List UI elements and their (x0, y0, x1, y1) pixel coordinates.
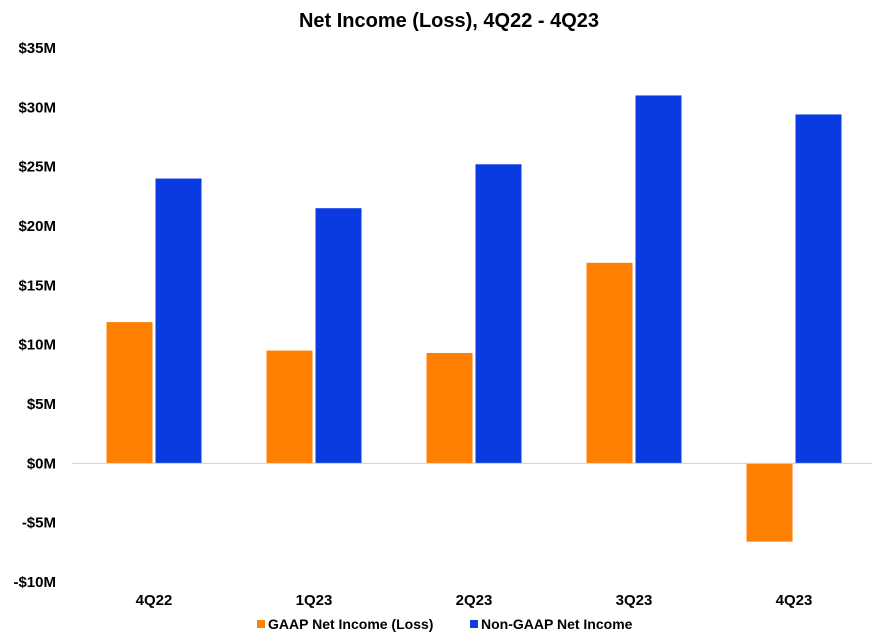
x-tick-label: 1Q23 (296, 592, 333, 609)
gaap-bar-4q23 (746, 463, 793, 542)
y-tick-label: $35M (18, 40, 56, 57)
x-tick-label: 2Q23 (456, 592, 493, 609)
x-tick-label: 3Q23 (616, 592, 653, 609)
y-tick-label: $10M (18, 337, 56, 354)
legend: GAAP Net Income (Loss) Non-GAAP Net Incom… (257, 616, 633, 632)
bar-series (106, 95, 842, 542)
gaap-bar-1q23 (266, 350, 313, 464)
non-gaap-bar-4q22 (155, 178, 202, 464)
gaap-bar-3q23 (586, 262, 633, 464)
y-tick-label: $15M (18, 277, 56, 294)
non-gaap-bar-3q23 (635, 95, 682, 464)
legend-swatch-gaap (257, 620, 265, 628)
y-tick-label: $20M (18, 218, 56, 235)
legend-label-non-gaap: Non-GAAP Net Income (481, 616, 633, 632)
y-tick-label: $30M (18, 99, 56, 116)
y-tick-label: $0M (27, 455, 56, 472)
legend-label-gaap: GAAP Net Income (Loss) (268, 616, 433, 632)
non-gaap-bar-1q23 (315, 208, 362, 464)
x-tick-label: 4Q22 (136, 592, 173, 609)
non-gaap-bar-2q23 (475, 164, 522, 464)
y-axis: -$10M -$5M $0M $5M $10M $15M $20M $25M $30M $35M (13, 40, 56, 591)
non-gaap-bar-4q23 (795, 114, 842, 464)
legend-swatch-non-gaap (470, 620, 478, 628)
x-axis: 4Q22 1Q23 2Q23 3Q23 4Q23 (136, 592, 813, 609)
x-tick-label: 4Q23 (776, 592, 813, 609)
y-tick-label: -$10M (13, 574, 56, 591)
y-tick-label: $5M (27, 396, 56, 413)
gaap-bar-4q22 (106, 322, 153, 464)
gaap-bar-2q23 (426, 352, 473, 464)
y-tick-label: -$5M (22, 515, 56, 532)
y-tick-label: $25M (18, 159, 56, 176)
chart-title: Net Income (Loss), 4Q22 - 4Q23 (299, 10, 599, 32)
